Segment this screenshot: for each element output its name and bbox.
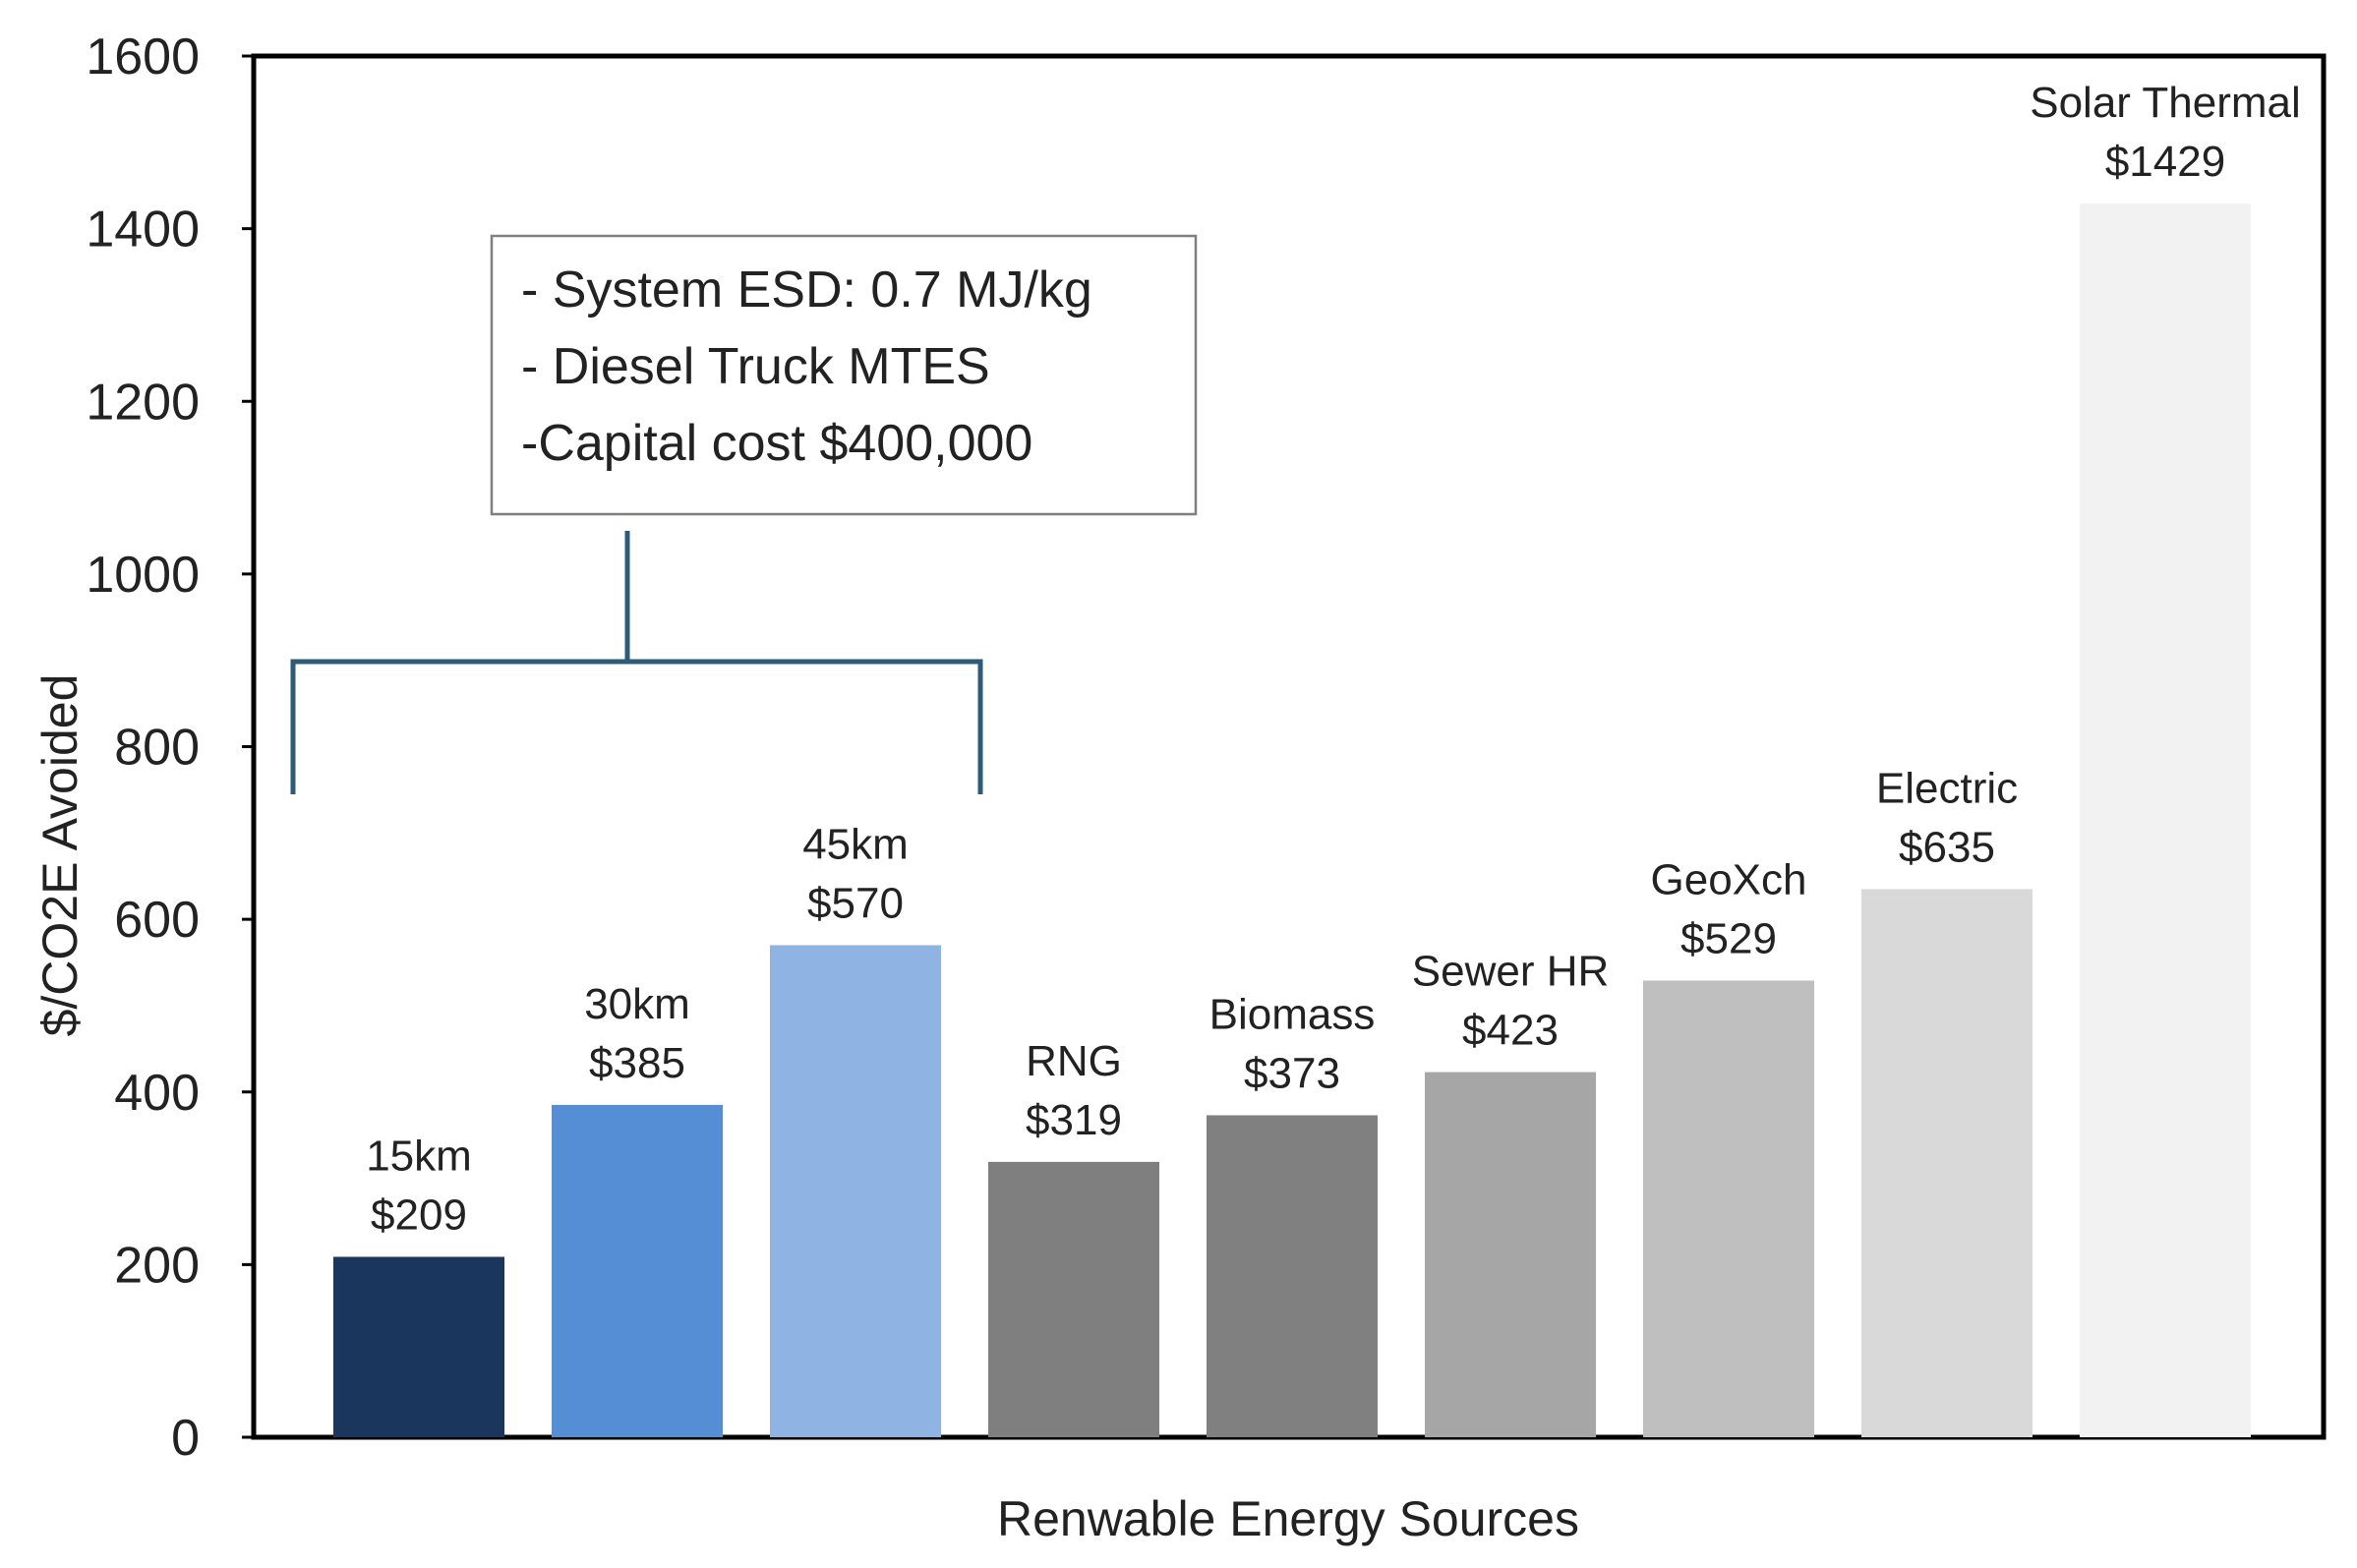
bar-geoxch bbox=[1643, 980, 1814, 1437]
y-tick-label: 1400 bbox=[86, 202, 200, 259]
annotation-line: - System ESD: 0.7 MJ/kg bbox=[521, 261, 1092, 319]
bar-category-label: 30km bbox=[584, 980, 690, 1028]
annotation-bracket bbox=[290, 531, 983, 794]
bar-sewer-hr bbox=[1425, 1072, 1596, 1437]
annotation-frame bbox=[490, 234, 1198, 516]
bar-category-label: 45km bbox=[802, 820, 909, 868]
y-tick-label: 600 bbox=[114, 892, 200, 949]
bar-value-label: $319 bbox=[1026, 1096, 1122, 1144]
bar-electric bbox=[1861, 889, 2033, 1437]
bar-value-label: $385 bbox=[589, 1039, 685, 1087]
bar-45km bbox=[770, 945, 941, 1437]
bar-value-label: $529 bbox=[1680, 914, 1777, 962]
bar-rng bbox=[988, 1161, 1159, 1437]
bar-category-label: 15km bbox=[366, 1132, 472, 1180]
y-tick-label: 1200 bbox=[86, 374, 200, 431]
bar-value-label: $373 bbox=[1244, 1049, 1340, 1097]
bar-solar-thermal bbox=[2080, 203, 2251, 1437]
bar-category-label: Sewer HR bbox=[1412, 948, 1610, 996]
y-tick-label: 0 bbox=[171, 1410, 200, 1467]
bar-value-label: $1429 bbox=[2105, 138, 2225, 186]
annotation-line: - Diesel Truck MTES bbox=[521, 338, 990, 395]
bar-category-label: RNG bbox=[1026, 1037, 1122, 1085]
bar-category-label: Electric bbox=[1876, 764, 2018, 812]
bar-labels: 15km $209 30km $385 45km $570 RNG $319 Biomass $3… bbox=[366, 79, 2301, 1239]
bar-value-label: $635 bbox=[1899, 823, 1995, 871]
y-tick-label: 200 bbox=[114, 1237, 200, 1294]
bar-category-label: GeoXch bbox=[1651, 855, 1807, 903]
x-axis-title: Renwable Energy Sources bbox=[997, 1491, 1579, 1546]
bar-value-label: $209 bbox=[371, 1191, 467, 1239]
y-tick-label: 1600 bbox=[86, 29, 200, 86]
annotation-line: -Capital cost $400,000 bbox=[521, 415, 1032, 472]
y-tick-label: 1000 bbox=[86, 547, 200, 604]
y-tick-label: 800 bbox=[114, 720, 200, 777]
bar-15km bbox=[333, 1256, 504, 1437]
bars bbox=[333, 203, 2251, 1437]
y-tick-label: 400 bbox=[114, 1065, 200, 1122]
bar-value-label: $423 bbox=[1462, 1007, 1559, 1055]
bar-value-label: $570 bbox=[807, 879, 904, 927]
annotation-box: - System ESD: 0.7 MJ/kg - Diesel Truck M… bbox=[490, 234, 1198, 516]
bar-30km bbox=[552, 1104, 723, 1437]
bar-biomass bbox=[1207, 1115, 1378, 1437]
bar-category-label: Biomass bbox=[1209, 990, 1376, 1038]
y-axis-title: $/CO2E Avoided bbox=[32, 674, 88, 1037]
y-axis-ticks: 0 200 400 600 800 1000 1200 1400 1600 bbox=[86, 29, 254, 1467]
bar-category-label: Solar Thermal bbox=[2030, 79, 2301, 127]
